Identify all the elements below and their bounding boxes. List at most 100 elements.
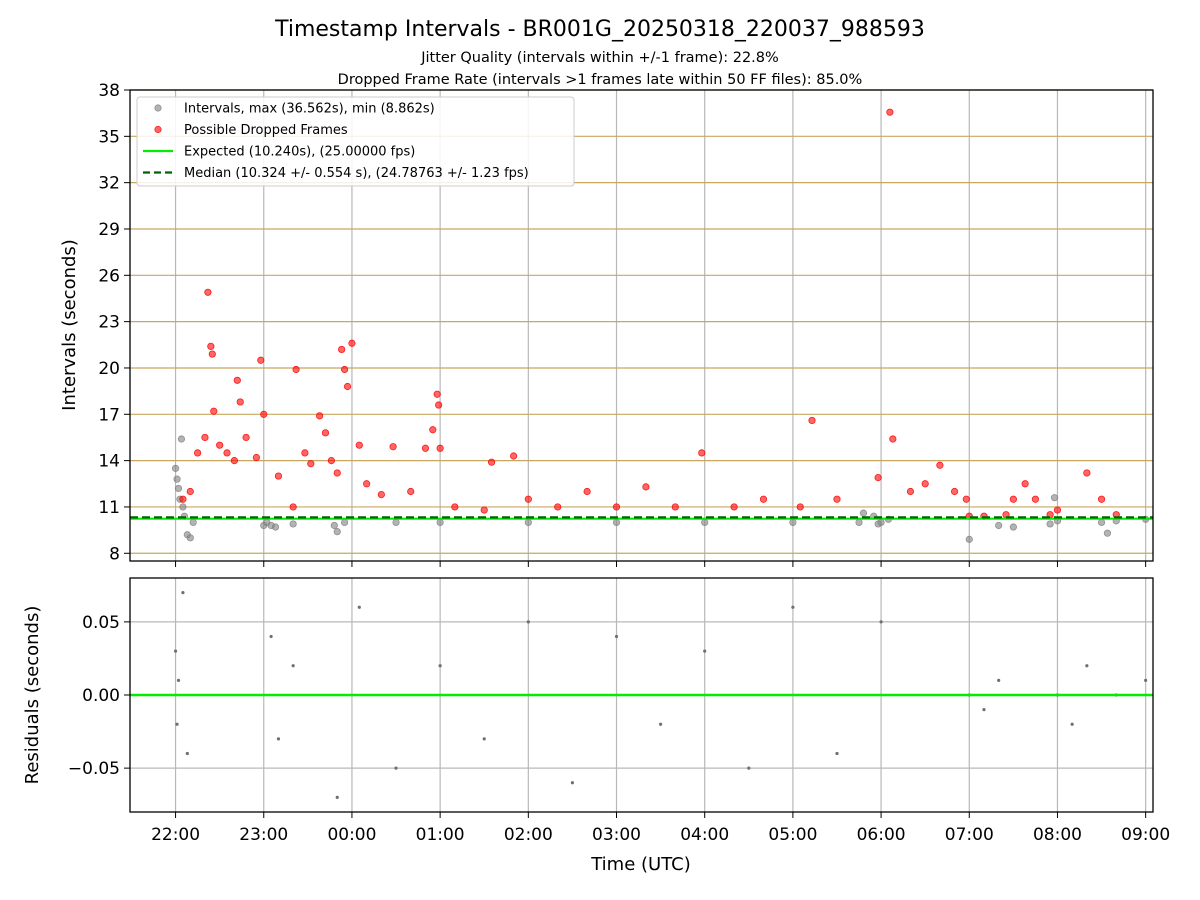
residual-point [747, 766, 751, 770]
x-tick-label: 02:00 [504, 825, 553, 845]
x-tick-label: 00:00 [327, 825, 376, 845]
bottom-y-tick-label: 0.00 [82, 686, 120, 706]
residual-point [181, 591, 185, 595]
dropped-frame-point [906, 487, 915, 496]
interval-point [174, 484, 183, 493]
dropped-frame-point [201, 433, 209, 442]
residual-point [175, 722, 179, 726]
bottom-y-tick-label: −0.05 [68, 759, 120, 779]
dropped-frame-point [487, 458, 496, 466]
dropped-frame-point [889, 435, 897, 443]
top-y-tick-label: 32 [98, 174, 120, 194]
dropped-frame-point [921, 480, 929, 488]
legend-box [136, 96, 575, 187]
x-tick-label: 01:00 [416, 825, 465, 845]
dropped-frame-point [204, 288, 212, 296]
interval-point [965, 535, 973, 543]
interval-point [171, 464, 180, 472]
dropped-frame-point [962, 495, 970, 503]
dropped-frame-point [808, 416, 816, 425]
interval-point [340, 518, 349, 526]
intervals-plot: 8 11 14 17 20 23 26 29 32 35 38 Intervals, max (36.… [98, 81, 1154, 567]
dropped-frame-point [698, 449, 706, 457]
dropped-frame-point [292, 365, 300, 374]
dropped-frame-point [363, 480, 371, 488]
residual-point [570, 781, 575, 785]
residual-point [269, 634, 273, 639]
dropped-frame-point [355, 441, 363, 449]
interval-point [612, 518, 621, 526]
x-tick-label: 07:00 [945, 825, 994, 845]
dropped-frame-point [421, 444, 430, 452]
top-y-tick-label: 14 [98, 452, 120, 472]
dropped-frame-point [480, 506, 488, 514]
interval-point [392, 518, 400, 526]
interval-point [173, 475, 181, 483]
interval-point [289, 520, 297, 528]
dropped-frame-point [759, 495, 768, 503]
dropped-frame-point [233, 376, 241, 384]
dropped-frame-point [510, 452, 518, 460]
interval-point [877, 518, 885, 526]
residual-point [438, 664, 442, 668]
x-tick-label: 08:00 [1033, 825, 1082, 845]
top-y-tick-label: 23 [98, 313, 120, 333]
interval-point [436, 518, 444, 526]
dropped-frame-point [242, 433, 250, 442]
x-tick-label: 09:00 [1121, 825, 1170, 845]
dropped-frame-point [208, 350, 216, 358]
dropped-frame-point [429, 426, 437, 434]
residual-point [173, 649, 178, 653]
dropped-frame-point [333, 469, 341, 477]
residual-point [276, 737, 281, 741]
interval-point [179, 503, 187, 511]
residual-point [659, 722, 663, 726]
residual-point [835, 751, 839, 756]
dropped-frame-point [1021, 480, 1029, 488]
interval-point [855, 518, 863, 526]
residual-point [526, 620, 530, 624]
interval-point [330, 521, 338, 530]
residual-point [703, 649, 707, 653]
dropped-frame-point [216, 441, 224, 449]
dropped-frame-point [612, 503, 621, 511]
dropped-frame-point [179, 495, 187, 503]
legend-label: Median (10.324 +/- 0.554 s), (24.78763 +… [184, 166, 529, 181]
dropped-frame-point [833, 495, 841, 503]
dropped-frame-point [1053, 506, 1062, 514]
dropped-frame-point [435, 401, 443, 409]
chart-subtitle-dropped: Dropped Frame Rate (intervals >1 frames … [338, 72, 863, 88]
bottom-plot-frame [129, 577, 1154, 813]
residual-point [394, 766, 398, 770]
top-y-tick-label: 26 [98, 266, 120, 286]
dropped-frame-point [340, 365, 349, 374]
interval-point [859, 509, 868, 517]
chart-subtitle-jitter: Jitter Quality (intervals within +/-1 fr… [420, 50, 779, 66]
legend-label: Expected (10.240s), (25.00000 fps) [184, 145, 415, 160]
interval-point [1097, 518, 1106, 526]
dropped-frame-point [554, 503, 562, 511]
top-y-tick-label: 8 [109, 544, 120, 564]
dropped-frame-point [730, 503, 738, 511]
dropped-frame-point [524, 495, 532, 503]
dropped-frame-point [274, 472, 283, 480]
residual-point [614, 634, 619, 639]
dropped-frame-point [230, 457, 238, 465]
x-axis-label: Time (UTC) [590, 854, 691, 875]
dropped-frame-point [407, 487, 415, 496]
dropped-frame-point [796, 503, 804, 511]
x-tick-label: 04:00 [680, 825, 729, 845]
legend: Intervals, max (36.562s), min (8.862s) Po… [136, 96, 575, 187]
dropped-frame-point [289, 503, 297, 511]
top-y-tick-label: 11 [98, 498, 120, 518]
residual-point [1070, 722, 1074, 726]
interval-point [271, 523, 280, 531]
dropped-frame-point [874, 474, 882, 482]
dropped-frame-point [321, 429, 330, 437]
residual-point [791, 605, 795, 609]
interval-point [186, 534, 194, 542]
dropped-frame-point [1009, 495, 1017, 503]
interval-point [701, 518, 709, 526]
dropped-frame-point [433, 390, 441, 398]
dropped-frame-point [671, 503, 679, 511]
